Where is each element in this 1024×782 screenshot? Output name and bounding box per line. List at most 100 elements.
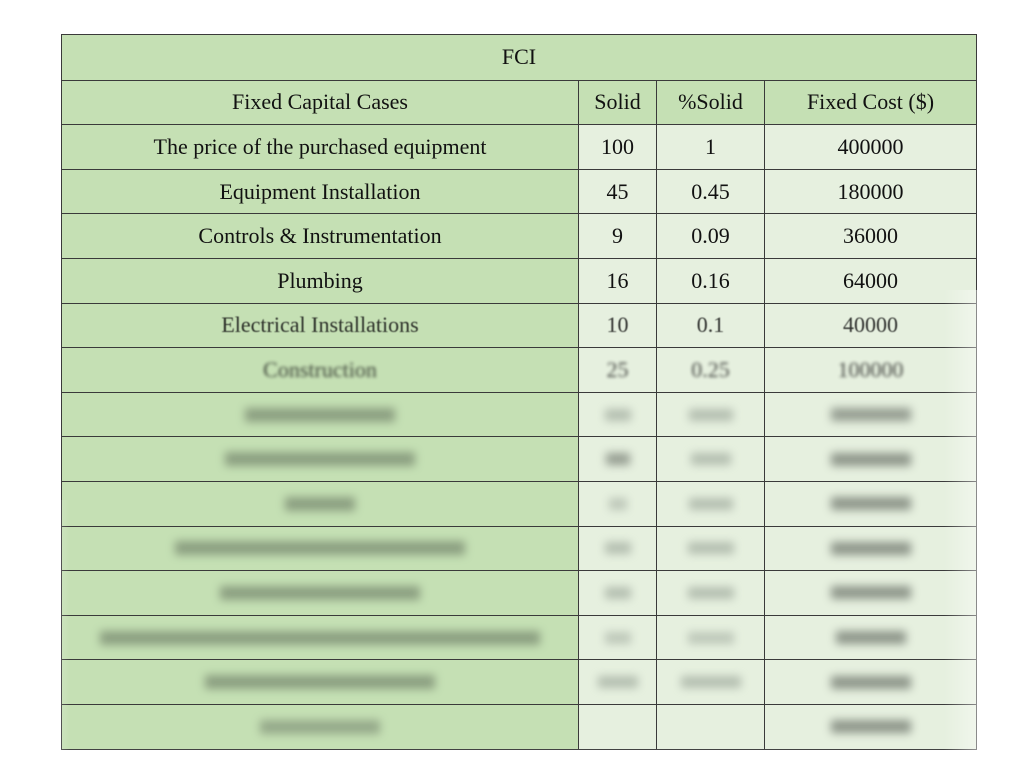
smudged-text (835, 631, 906, 645)
smudged-text (608, 497, 627, 510)
header-fixed-cost: Fixed Cost ($) (765, 80, 976, 125)
smudged-text (687, 542, 734, 555)
smudged-text (604, 408, 631, 421)
row-percent-solid: 0.1 (657, 303, 765, 348)
row-solid-blurred (579, 615, 657, 660)
row-solid: 9 (579, 214, 657, 258)
row-fixed-cost-blurred (765, 660, 976, 704)
smudged-text (690, 453, 731, 466)
smudged-text (260, 719, 380, 734)
row-name: Plumbing (62, 258, 579, 303)
row-fixed-cost-blurred (765, 392, 976, 437)
row-solid: 16 (579, 258, 657, 303)
smudged-text (830, 675, 911, 689)
smudged-text (205, 675, 435, 690)
table-row: Controls & Instrumentation 9 0.09 36000 (62, 213, 976, 258)
row-solid: 100 (579, 125, 657, 169)
smudged-text (175, 541, 465, 556)
table-row-blurred (62, 659, 976, 704)
row-percent-solid-text: 0.25 (691, 356, 730, 382)
row-percent-solid-blurred (657, 615, 765, 660)
smudged-text (225, 452, 415, 467)
table-row: Electrical Installations 10 0.1 40000 (62, 302, 976, 348)
fci-table: FCI Fixed Capital Cases Solid %Solid Fix… (61, 34, 977, 750)
row-name-blurred (62, 437, 579, 481)
table-row-blurred (62, 703, 976, 749)
row-percent-solid-blurred (657, 392, 765, 437)
smudged-text (680, 676, 741, 689)
smudged-text (605, 453, 630, 466)
table-row-blurred (62, 614, 976, 660)
row-solid: 45 (579, 169, 657, 214)
row-solid-blurred (579, 437, 657, 481)
row-percent-solid: 0.16 (657, 258, 765, 303)
row-percent-solid-blurred (657, 571, 765, 615)
row-name: Controls & Instrumentation (62, 214, 579, 258)
smudged-text (604, 542, 631, 555)
row-solid-blurred (579, 660, 657, 704)
row-fixed-cost: 64000 (765, 258, 976, 303)
smudged-text (830, 408, 911, 422)
smudged-text (604, 631, 631, 644)
row-fixed-cost-blurred (765, 704, 976, 749)
header-solid: Solid (579, 80, 657, 125)
row-percent-solid: 0.25 (657, 348, 765, 392)
row-solid-text: 10 (606, 312, 629, 338)
smudged-text (687, 631, 734, 644)
row-solid: 10 (579, 303, 657, 348)
row-name: Electrical Installations (62, 303, 579, 348)
row-name-text: Construction (263, 356, 377, 382)
row-solid-blurred (579, 481, 657, 526)
table-row-blurred (62, 391, 976, 437)
table-title-row: FCI (62, 35, 976, 80)
row-solid: 25 (579, 348, 657, 392)
row-percent-solid: 0.09 (657, 214, 765, 258)
row-percent-solid-blurred (657, 437, 765, 481)
row-percent-solid-text: 0.1 (696, 312, 725, 338)
row-name-blurred (62, 526, 579, 571)
smudged-text (100, 630, 540, 645)
row-fixed-cost-blurred (765, 437, 976, 481)
smudged-text (688, 497, 733, 510)
header-percent-solid: %Solid (657, 80, 765, 125)
smudged-text (830, 541, 911, 555)
row-solid-blurred (579, 392, 657, 437)
row-fixed-cost-blurred (765, 571, 976, 615)
table-row-blurred (62, 570, 976, 615)
row-name-blurred (62, 615, 579, 660)
row-fixed-cost-text: 100000 (837, 356, 904, 382)
row-name-blurred (62, 481, 579, 526)
table-row: Plumbing 16 0.16 64000 (62, 257, 976, 303)
row-name: Equipment Installation (62, 169, 579, 214)
row-percent-solid-blurred (657, 704, 765, 749)
row-name-blurred (62, 392, 579, 437)
row-percent-solid-blurred (657, 481, 765, 526)
fade-overlay-bottom (0, 748, 1024, 782)
row-fixed-cost-blurred (765, 526, 976, 571)
row-solid-blurred (579, 571, 657, 615)
header-fixed-capital-cases: Fixed Capital Cases (62, 80, 579, 125)
table-row-blurred (62, 436, 976, 481)
row-fixed-cost: 180000 (765, 169, 976, 214)
table-title: FCI (62, 35, 976, 80)
table-header-row: Fixed Capital Cases Solid %Solid Fixed C… (62, 79, 976, 125)
row-percent-solid-blurred (657, 526, 765, 571)
row-percent-solid: 1 (657, 125, 765, 169)
row-solid-text: 25 (606, 356, 629, 382)
row-percent-solid: 0.45 (657, 169, 765, 214)
table-row-blurred (62, 480, 976, 526)
row-name-blurred (62, 571, 579, 615)
table-row: Construction 25 0.25 100000 (62, 347, 976, 392)
row-name-blurred (62, 660, 579, 704)
table-row: Equipment Installation 45 0.45 180000 (62, 168, 976, 214)
smudged-text (597, 676, 638, 689)
row-fixed-cost: 40000 (765, 303, 976, 348)
row-solid-blurred (579, 526, 657, 571)
smudged-text (830, 586, 911, 600)
table-row-blurred (62, 525, 976, 571)
fade-overlay-left (0, 500, 70, 782)
row-percent-solid-blurred (657, 660, 765, 704)
smudged-text (285, 496, 355, 511)
smudged-text (830, 497, 911, 511)
row-solid-blurred (579, 704, 657, 749)
